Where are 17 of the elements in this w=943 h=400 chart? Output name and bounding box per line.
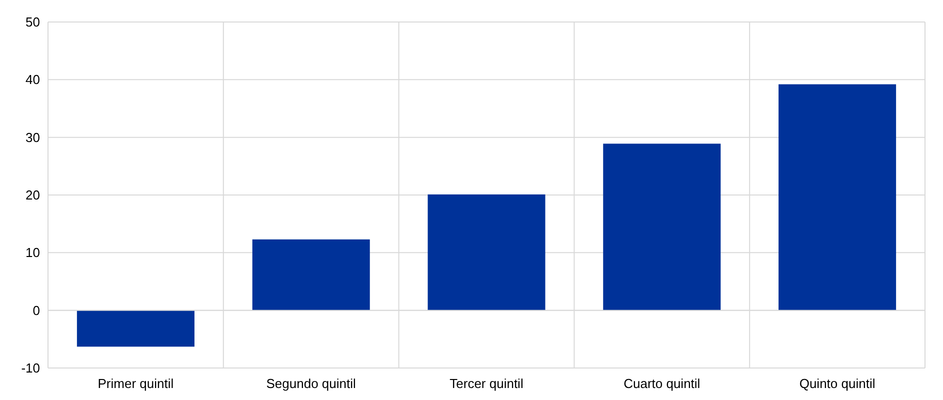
- bar: [76, 310, 194, 347]
- bar: [428, 194, 546, 310]
- bar: [252, 239, 370, 310]
- bar: [778, 84, 896, 310]
- y-tick-label: 50: [26, 14, 40, 30]
- bar: [603, 144, 721, 310]
- y-tick-label: 10: [26, 245, 40, 260]
- x-tick-label: Segundo quintil: [266, 376, 356, 391]
- x-tick-label: Quinto quintil: [799, 376, 876, 391]
- x-tick-label: Primer quintil: [98, 376, 174, 391]
- x-tick-label: Cuarto quintil: [624, 376, 700, 391]
- y-tick-label: 0: [32, 302, 40, 318]
- x-tick-label: Tercer quintil: [450, 376, 524, 391]
- y-tick-label: -10: [21, 360, 40, 376]
- y-tick-label: 30: [26, 130, 40, 145]
- y-tick-label: 40: [26, 72, 40, 88]
- y-tick-label: 20: [26, 188, 40, 203]
